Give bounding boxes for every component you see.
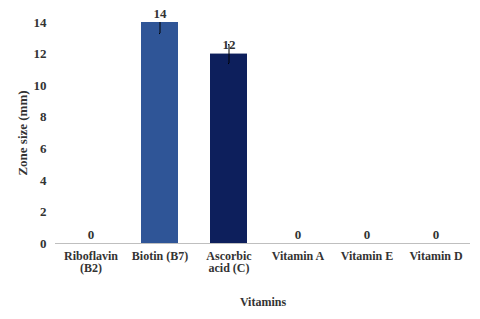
svg-text:0: 0: [364, 227, 371, 242]
svg-text:2: 2: [40, 204, 47, 219]
svg-text:Biotin (B7): Biotin (B7): [132, 249, 188, 263]
svg-text:14: 14: [154, 6, 168, 21]
svg-text:Zone size (mm): Zone size (mm): [15, 90, 30, 175]
svg-text:12: 12: [34, 46, 47, 61]
svg-text:0: 0: [433, 227, 440, 242]
svg-text:0: 0: [295, 227, 302, 242]
svg-text:Ascorbicacid (C): Ascorbicacid (C): [206, 249, 252, 275]
svg-text:Vitamin A: Vitamin A: [272, 249, 325, 263]
svg-text:Vitamin D: Vitamin D: [409, 249, 463, 263]
svg-text:8: 8: [40, 109, 47, 124]
svg-text:Vitamins: Vitamins: [240, 295, 287, 309]
svg-text:10: 10: [34, 78, 47, 93]
svg-text:0: 0: [88, 227, 95, 242]
svg-text:12: 12: [223, 37, 236, 52]
svg-text:0: 0: [40, 236, 47, 251]
svg-text:4: 4: [40, 173, 47, 188]
svg-text:Riboflavin(B2): Riboflavin(B2): [64, 249, 118, 275]
svg-text:6: 6: [40, 141, 47, 156]
svg-text:14: 14: [34, 15, 48, 30]
svg-text:Vitamin E: Vitamin E: [341, 249, 394, 263]
